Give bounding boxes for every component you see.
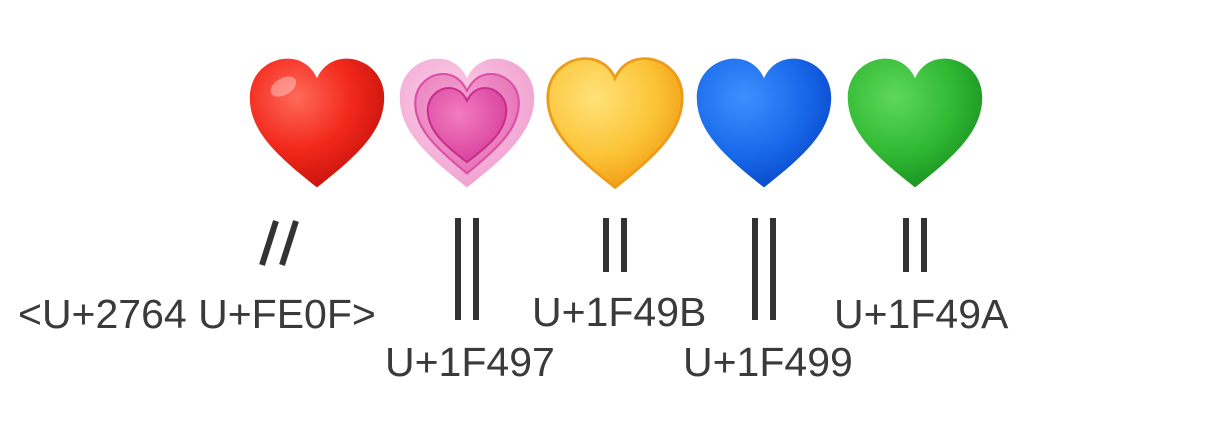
growing-heart-icon [397,55,537,191]
red-heart-icon [247,55,387,191]
equal-separator [896,218,936,274]
equal-separator [596,218,636,274]
equal-separator [745,218,785,322]
code-label-yellow-heart: U+1F49B [532,289,707,335]
not-equal-separator [255,218,305,270]
green-heart-icon [845,55,985,191]
code-label-green-heart: U+1F49A [834,291,1009,337]
yellow-heart-icon [545,55,685,191]
code-label-blue-heart: U+1F499 [683,339,853,385]
equal-separator [448,218,488,322]
code-label-growing-heart: U+1F497 [385,339,555,385]
blue-heart-icon [694,55,834,191]
code-label-red-heart: <U+2764 U+FE0F> [18,291,376,337]
